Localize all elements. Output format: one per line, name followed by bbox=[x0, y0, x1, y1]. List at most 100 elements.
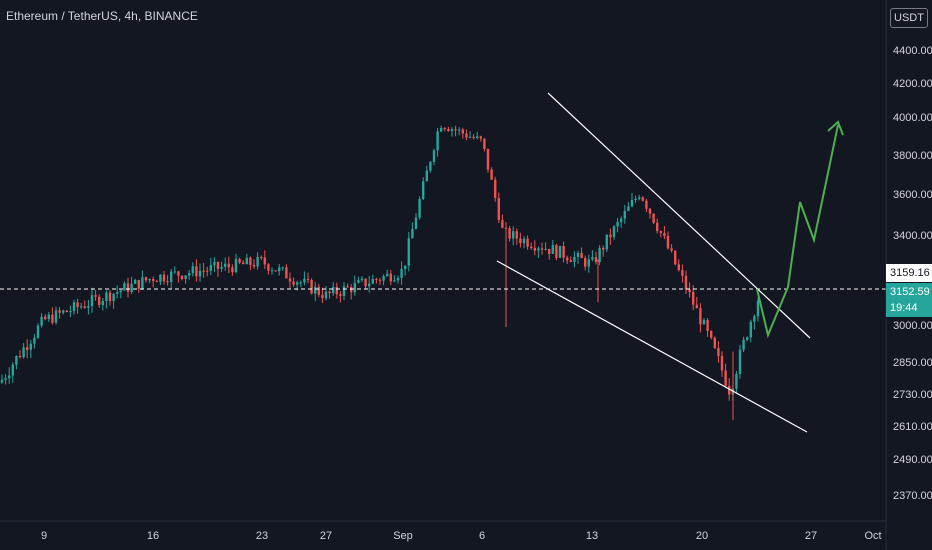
price-tick-label: 2490.00 bbox=[893, 454, 932, 466]
candle-body bbox=[404, 265, 407, 269]
candle-body bbox=[526, 238, 529, 247]
candle-body bbox=[360, 278, 364, 281]
projection-arrowhead bbox=[827, 120, 844, 136]
candle-body bbox=[15, 355, 18, 365]
candle-body bbox=[292, 281, 295, 285]
candle-body bbox=[260, 256, 263, 258]
candle-body bbox=[364, 278, 367, 287]
candle-body bbox=[425, 170, 428, 182]
candle-body bbox=[436, 131, 439, 151]
price-tick-label: 2610.00 bbox=[893, 421, 932, 433]
candle-body bbox=[87, 305, 90, 308]
candle-body bbox=[508, 228, 511, 239]
candle-body bbox=[620, 218, 623, 222]
candle-body bbox=[530, 246, 533, 249]
candle-body bbox=[198, 270, 202, 277]
candle-body bbox=[522, 238, 526, 244]
candle-body bbox=[324, 291, 328, 299]
candle-body bbox=[429, 161, 432, 171]
candle-body bbox=[72, 302, 76, 312]
currency-selector[interactable]: USDT bbox=[890, 8, 928, 28]
candle-body bbox=[166, 281, 169, 283]
candle-body bbox=[738, 349, 742, 374]
chart-title: Ethereum / TetherUS, 4h, BINANCE bbox=[6, 9, 198, 23]
candle-body bbox=[461, 129, 464, 134]
candle-body bbox=[130, 283, 133, 292]
candle-body bbox=[270, 270, 274, 272]
candle-body bbox=[544, 248, 547, 250]
candlestick-series bbox=[0, 125, 760, 420]
candle-body bbox=[749, 321, 752, 338]
price-tick-label: 2850.00 bbox=[893, 357, 932, 369]
candle-body bbox=[353, 282, 356, 293]
candle-body bbox=[720, 355, 724, 371]
candle-body bbox=[29, 343, 32, 350]
candle-body bbox=[710, 331, 713, 338]
candle-body bbox=[238, 258, 241, 263]
candle-body bbox=[346, 286, 349, 288]
candle-body bbox=[177, 271, 180, 276]
candle-body bbox=[407, 238, 410, 266]
current-price-tag: 3152.59 19:44 bbox=[886, 283, 932, 317]
candle-body bbox=[688, 289, 691, 292]
candle-body bbox=[656, 222, 659, 231]
candle-body bbox=[562, 245, 565, 258]
candle-body bbox=[213, 262, 216, 266]
candle-body bbox=[54, 310, 58, 323]
candle-body bbox=[670, 248, 673, 251]
candle-body bbox=[26, 347, 29, 350]
candle-body bbox=[677, 264, 680, 271]
candle-body bbox=[465, 133, 468, 138]
candle-body bbox=[382, 276, 385, 281]
candle-body bbox=[51, 314, 54, 323]
candle-body bbox=[569, 260, 572, 262]
time-tick-label: Sep bbox=[393, 530, 413, 542]
candle-body bbox=[396, 277, 400, 281]
candle-body bbox=[389, 273, 392, 282]
candle-body bbox=[195, 266, 198, 277]
candle-body bbox=[515, 231, 518, 239]
time-tick-label: 6 bbox=[478, 530, 486, 542]
price-tick-label: 3000.00 bbox=[893, 320, 932, 332]
candle-body bbox=[512, 231, 515, 239]
candle-countdown: 19:44 bbox=[890, 302, 918, 314]
candle-body bbox=[22, 347, 25, 358]
candle-body bbox=[497, 197, 500, 220]
candle-body bbox=[152, 278, 155, 282]
candle-body bbox=[245, 257, 248, 265]
candle-body bbox=[350, 287, 353, 293]
candle-body bbox=[594, 257, 598, 263]
candle-body bbox=[335, 286, 338, 295]
candle-body bbox=[306, 278, 310, 280]
candle-body bbox=[33, 337, 36, 344]
candle-body bbox=[281, 267, 284, 269]
candle-body bbox=[400, 268, 403, 278]
candle-body bbox=[65, 310, 68, 312]
candle-body bbox=[692, 291, 695, 305]
candle-body bbox=[432, 150, 436, 162]
time-tick-label: 13 bbox=[585, 530, 599, 542]
candle-body bbox=[119, 290, 122, 293]
candle-body bbox=[11, 364, 14, 376]
time-tick-label: 16 bbox=[146, 530, 160, 542]
candle-body bbox=[209, 265, 212, 271]
candle-body bbox=[216, 262, 220, 269]
candle-body bbox=[188, 273, 191, 276]
candle-body bbox=[8, 375, 11, 379]
candle-body bbox=[468, 136, 472, 138]
candle-body bbox=[242, 262, 245, 265]
candle-body bbox=[602, 247, 605, 250]
candle-body bbox=[458, 129, 461, 131]
projection-path bbox=[756, 124, 839, 339]
candle-body bbox=[47, 314, 50, 320]
candle-body bbox=[756, 300, 760, 317]
candle-body bbox=[310, 279, 313, 294]
candle-body bbox=[249, 257, 252, 265]
candle-body bbox=[321, 294, 324, 299]
candle-body bbox=[483, 138, 486, 149]
candle-body bbox=[274, 270, 277, 272]
candle-body bbox=[501, 219, 504, 228]
candle-body bbox=[558, 245, 562, 258]
candle-body bbox=[256, 256, 259, 267]
